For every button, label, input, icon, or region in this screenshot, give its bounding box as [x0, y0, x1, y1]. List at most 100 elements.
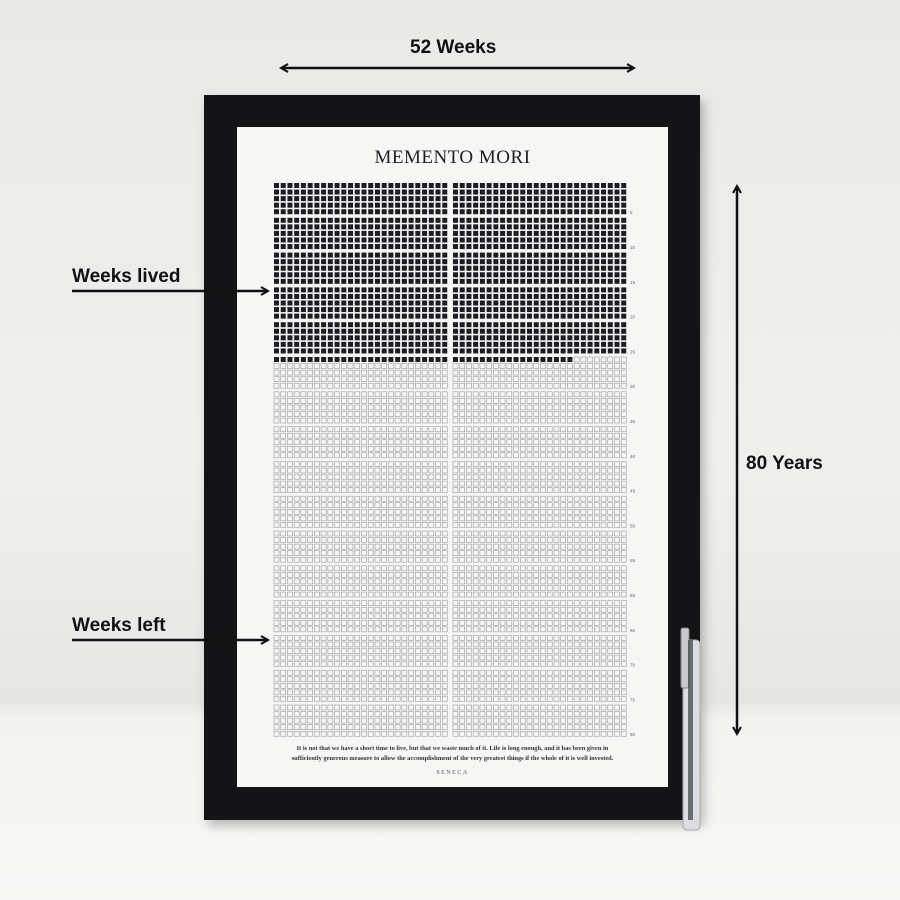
week-left [428, 417, 435, 424]
week-left [493, 509, 499, 515]
week-lived [388, 217, 394, 223]
week-lived [466, 341, 472, 347]
week-left [327, 467, 334, 474]
week-left [441, 696, 448, 702]
week-lived [513, 348, 519, 354]
week-lived [374, 252, 380, 258]
week-lived [374, 293, 380, 299]
week-left [587, 683, 593, 689]
week-left [280, 398, 287, 404]
week-left [287, 480, 293, 487]
week-left [401, 404, 408, 411]
week-left [327, 730, 334, 737]
week-left [486, 495, 492, 502]
week-left [428, 696, 435, 702]
week-lived [274, 196, 279, 202]
week-left [493, 585, 499, 591]
week-lived [381, 287, 387, 293]
week-left [415, 654, 421, 661]
week-lived [314, 244, 320, 250]
week-left [594, 543, 600, 550]
week-left [486, 432, 492, 439]
week-left [567, 550, 573, 556]
week-left [600, 452, 607, 459]
week-left [401, 572, 408, 578]
week-left [340, 452, 347, 459]
week-lived [300, 259, 306, 265]
week-left [506, 480, 513, 487]
week-left [560, 689, 566, 696]
week-left [367, 411, 374, 417]
week-left [293, 676, 300, 683]
week-lived [574, 189, 580, 195]
week-lived [280, 272, 286, 278]
week-left [493, 461, 499, 467]
week-lived [473, 230, 479, 236]
week-lived [621, 335, 627, 341]
week-left [600, 530, 607, 537]
week-left [293, 550, 300, 556]
week-left [560, 626, 566, 633]
week-lived [520, 300, 526, 306]
week-left [493, 550, 499, 556]
week-left [459, 487, 466, 493]
week-left [540, 635, 546, 641]
week-lived [321, 259, 327, 265]
week-lived [348, 341, 354, 347]
week-left [300, 502, 307, 509]
week-left [381, 648, 387, 654]
week-lived [587, 341, 593, 347]
week-left [573, 683, 580, 689]
week-left [466, 676, 472, 683]
week-left [600, 689, 607, 696]
week-lived [388, 300, 394, 306]
week-left [415, 426, 421, 432]
week-left [428, 382, 435, 389]
week-left [466, 432, 472, 439]
week-lived [354, 328, 360, 334]
week-lived [553, 237, 559, 243]
week-left [314, 661, 320, 667]
week-left [620, 398, 627, 404]
week-left [367, 730, 374, 737]
week-left [320, 369, 327, 376]
week-left [367, 669, 374, 676]
week-lived [374, 265, 380, 271]
week-left [519, 683, 526, 689]
week-left [408, 404, 414, 411]
week-left [567, 606, 573, 613]
week-left [479, 676, 486, 683]
week-lived [580, 196, 586, 202]
week-left [567, 461, 573, 467]
week-left [293, 696, 300, 702]
week-left [394, 432, 401, 439]
week-left [560, 556, 566, 563]
week-left [347, 600, 354, 606]
week-lived [374, 287, 380, 293]
week-left [499, 537, 506, 543]
week-lived [327, 287, 333, 293]
week-lived [321, 278, 327, 284]
week-left [546, 572, 553, 578]
week-lived [294, 224, 300, 230]
week-lived [500, 230, 506, 236]
week-left [340, 411, 347, 417]
week-left [493, 654, 499, 661]
week-left [546, 654, 553, 661]
week-left [300, 445, 307, 452]
week-left [441, 613, 448, 620]
week-left [340, 376, 347, 382]
week-left [388, 404, 394, 411]
week-left [540, 467, 546, 474]
week-left [587, 689, 593, 696]
week-left [466, 635, 472, 641]
week-left [600, 724, 607, 730]
week-left [560, 363, 566, 369]
week-left [367, 606, 374, 613]
week-left [472, 445, 479, 452]
week-lived [307, 348, 313, 354]
week-lived [607, 259, 613, 265]
week-lived [334, 335, 340, 341]
week-left [493, 730, 499, 737]
week-left [287, 398, 293, 404]
